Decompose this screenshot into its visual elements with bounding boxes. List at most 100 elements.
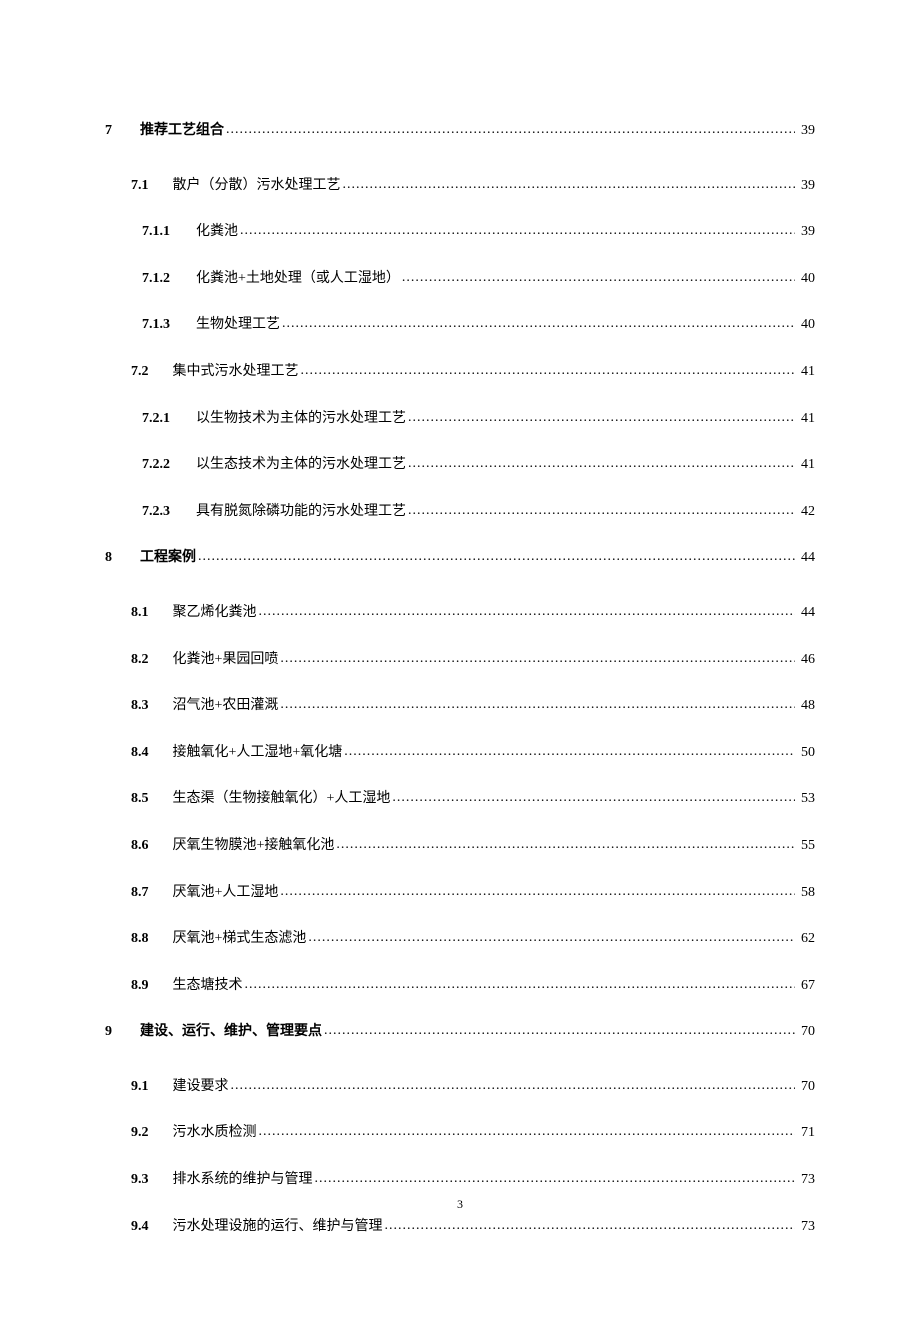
toc-entry-number: 9.2	[131, 1123, 149, 1143]
toc-entry-title: 生态塘技术	[173, 976, 243, 996]
toc-entry-title: 排水系统的维护与管理	[173, 1170, 313, 1190]
toc-entry: 7.2.1以生物技术为主体的污水处理工艺41	[105, 408, 815, 429]
toc-entry-page: 67	[801, 976, 815, 996]
toc-entry-dots	[392, 788, 795, 802]
toc-entry: 9.1 建设要求 70	[105, 1076, 815, 1097]
toc-entry: 7推荐工艺组合39	[105, 120, 815, 141]
toc-entry-page: 39	[801, 121, 815, 141]
toc-entry: 7.1.3生物处理工艺40	[105, 314, 815, 335]
toc-entry-title: 厌氧池+梯式生态滤池	[173, 929, 307, 949]
toc-entry-title: 化粪池+土地处理（或人工湿地）	[196, 269, 400, 289]
toc-entry-page: 44	[801, 548, 815, 568]
toc-entry: 7.2.3 具有脱氮除磷功能的污水处理工艺 42	[105, 501, 815, 522]
toc-entry-title: 建设、运行、维护、管理要点	[140, 1022, 322, 1042]
toc-entry-number: 8.1	[131, 603, 149, 623]
toc-entry: 8.2 化粪池+果园回喷 46	[105, 649, 815, 670]
toc-entry-title: 生态渠（生物接触氧化）+人工湿地	[173, 789, 391, 809]
toc-entry-page: 58	[801, 883, 815, 903]
toc-entry-dots	[280, 882, 795, 896]
toc-entry: 8.3沼气池+农田灌溉48	[105, 695, 815, 716]
toc-entry: 7.1.1 化粪池 39	[105, 221, 815, 242]
toc-entry: 9 建设、运行、维护、管理要点 70	[105, 1021, 815, 1042]
toc-entry-number: 9.1	[131, 1077, 149, 1097]
toc-entry-title: 建设要求	[173, 1077, 229, 1097]
toc-entry-dots	[402, 268, 795, 282]
toc-entry-title: 化粪池+果园回喷	[173, 650, 279, 670]
toc-entry-title: 聚乙烯化粪池	[173, 603, 257, 623]
toc-entry-title: 工程案例	[140, 548, 196, 568]
toc-entry-dots	[308, 928, 795, 942]
toc-entry-dots	[245, 975, 796, 989]
toc-entry-dots	[343, 175, 796, 189]
toc-entry-number: 8	[105, 548, 112, 568]
toc-entry-page: 73	[801, 1170, 815, 1190]
toc-entry-dots	[240, 221, 795, 235]
toc-entry: 9.3 排水系统的维护与管理 73	[105, 1169, 815, 1190]
toc-entry-page: 70	[801, 1077, 815, 1097]
toc-entry-dots	[280, 649, 795, 663]
toc-entry-dots	[385, 1216, 796, 1230]
toc-container: 7推荐工艺组合397.1散户（分散）污水处理工艺397.1.1化粪池397.1.…	[0, 0, 920, 1322]
toc-entry-number: 7.1.2	[142, 269, 170, 289]
toc-entry-dots	[282, 314, 795, 328]
toc-entry-title: 污水处理设施的运行、维护与管理	[173, 1217, 383, 1237]
toc-entry-page: 40	[801, 315, 815, 335]
toc-entry: 8 工程案例 44	[105, 547, 815, 568]
toc-entry-dots	[226, 120, 795, 134]
toc-entry-page: 71	[801, 1123, 815, 1143]
toc-entry-number: 8.5	[131, 789, 149, 809]
toc-entry-number: 8.7	[131, 883, 149, 903]
toc-entry: 7.2集中式污水处理工艺41	[105, 361, 815, 382]
toc-entry-page: 41	[801, 455, 815, 475]
toc-entry-page: 73	[801, 1217, 815, 1237]
toc-entry-dots	[324, 1021, 795, 1035]
toc-entry-page: 50	[801, 743, 815, 763]
toc-entry-page: 70	[801, 1022, 815, 1042]
toc-entry-page: 41	[801, 409, 815, 429]
toc-entry-dots	[280, 695, 795, 709]
toc-entry-dots	[259, 602, 796, 616]
toc-entry-dots	[231, 1076, 796, 1090]
toc-entry-title: 厌氧生物膜池+接触氧化池	[173, 836, 335, 856]
toc-entry-title: 以生物技术为主体的污水处理工艺	[196, 409, 406, 429]
toc-entry-title: 沼气池+农田灌溉	[173, 696, 279, 716]
toc-entry-page: 46	[801, 650, 815, 670]
toc-entry-number: 9.4	[131, 1217, 149, 1237]
toc-entry-page: 42	[801, 502, 815, 522]
toc-entry: 7.1.2 化粪池+土地处理（或人工湿地） 40	[105, 268, 815, 289]
toc-entry: 7.2.2以生态技术为主体的污水处理工艺41	[105, 454, 815, 475]
toc-entry: 8.8厌氧池+梯式生态滤池62	[105, 928, 815, 949]
toc-entry-title: 厌氧池+人工湿地	[173, 883, 279, 903]
toc-entry-dots	[336, 835, 795, 849]
toc-entry-dots	[408, 501, 795, 515]
toc-entry-number: 9.3	[131, 1170, 149, 1190]
toc-entry-number: 7.1.3	[142, 315, 170, 335]
toc-entry-page: 41	[801, 362, 815, 382]
toc-entry-number: 8.6	[131, 836, 149, 856]
toc-entry-title: 集中式污水处理工艺	[173, 362, 299, 382]
toc-entry-page: 39	[801, 176, 815, 196]
toc-entry-number: 7.1.1	[142, 222, 170, 242]
toc-entry: 9.4 污水处理设施的运行、维护与管理 73	[105, 1216, 815, 1237]
toc-entry-title: 污水水质检测	[173, 1123, 257, 1143]
toc-entry: 8.4接触氧化+人工湿地+氧化塘50	[105, 742, 815, 763]
toc-entry: 8.9生态塘技术67	[105, 975, 815, 996]
page-number: 3	[0, 1197, 920, 1212]
toc-entry-dots	[408, 454, 795, 468]
toc-entry: 8.7 厌氧池+人工湿地 58	[105, 882, 815, 903]
toc-entry-dots	[198, 547, 795, 561]
toc-entry: 8.6 厌氧生物膜池+接触氧化池 55	[105, 835, 815, 856]
toc-entry-page: 55	[801, 836, 815, 856]
toc-entry-title: 散户（分散）污水处理工艺	[173, 176, 341, 196]
toc-entry-title: 具有脱氮除磷功能的污水处理工艺	[196, 502, 406, 522]
toc-entry-page: 40	[801, 269, 815, 289]
toc-entry-title: 化粪池	[196, 222, 238, 242]
toc-entry-page: 39	[801, 222, 815, 242]
toc-entry-number: 7.2.3	[142, 502, 170, 522]
toc-entry-number: 8.2	[131, 650, 149, 670]
toc-entry-title: 以生态技术为主体的污水处理工艺	[196, 455, 406, 475]
toc-entry-title: 接触氧化+人工湿地+氧化塘	[173, 743, 343, 763]
toc-entry-number: 9	[105, 1022, 112, 1042]
toc-entry-page: 44	[801, 603, 815, 623]
toc-entry: 8.1 聚乙烯化粪池 44	[105, 602, 815, 623]
